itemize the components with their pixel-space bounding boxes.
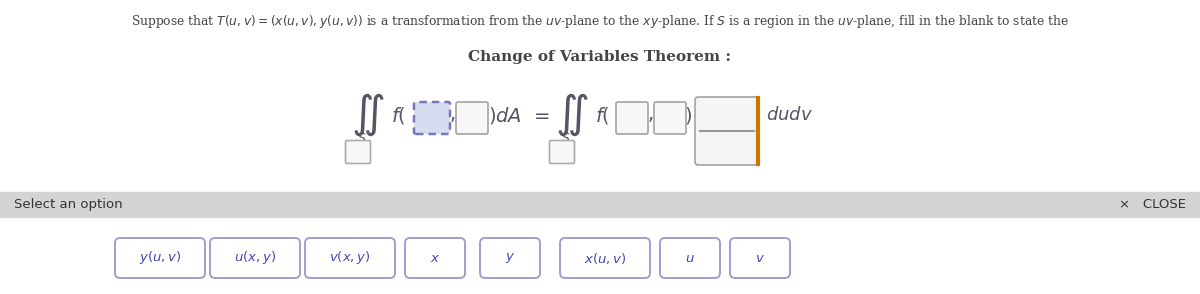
FancyBboxPatch shape <box>346 141 371 163</box>
FancyBboxPatch shape <box>695 97 760 165</box>
Text: $=$: $=$ <box>530 106 550 124</box>
FancyBboxPatch shape <box>305 238 395 278</box>
Text: $v(x, y)$: $v(x, y)$ <box>329 250 371 266</box>
FancyBboxPatch shape <box>730 238 790 278</box>
Text: $y(u, v)$: $y(u, v)$ <box>139 250 181 266</box>
Text: $f($: $f($ <box>390 104 406 126</box>
Text: $,$: $,$ <box>647 106 653 124</box>
Text: $\iint$: $\iint$ <box>556 92 589 138</box>
Text: Change of Variables Theorem :: Change of Variables Theorem : <box>468 50 732 64</box>
FancyBboxPatch shape <box>660 238 720 278</box>
FancyBboxPatch shape <box>616 102 648 134</box>
Text: $\iint$: $\iint$ <box>352 92 385 138</box>
Text: $u(x, y)$: $u(x, y)$ <box>234 250 276 266</box>
Text: $v$: $v$ <box>755 251 766 265</box>
FancyBboxPatch shape <box>550 141 575 163</box>
Text: $,$: $,$ <box>449 106 455 124</box>
Text: Suppose that $T(u, v) = (x(u,v), y(u, v))$ is a transformation from the $uv$-pla: Suppose that $T(u, v) = (x(u,v), y(u, v)… <box>131 14 1069 31</box>
FancyBboxPatch shape <box>115 238 205 278</box>
FancyBboxPatch shape <box>414 102 450 134</box>
Text: $u$: $u$ <box>685 251 695 265</box>
Text: ×   CLOSE: × CLOSE <box>1120 198 1186 211</box>
FancyBboxPatch shape <box>560 238 650 278</box>
Text: $)dA$: $)dA$ <box>488 104 522 126</box>
Text: $S$: $S$ <box>562 131 571 144</box>
FancyBboxPatch shape <box>210 238 300 278</box>
Text: $f($: $f($ <box>594 104 610 126</box>
Text: $y$: $y$ <box>505 251 515 265</box>
Text: $x$: $x$ <box>430 251 440 265</box>
FancyBboxPatch shape <box>406 238 466 278</box>
FancyBboxPatch shape <box>654 102 686 134</box>
Text: $x(u, v)$: $x(u, v)$ <box>584 250 626 265</box>
Text: Select an option: Select an option <box>14 198 122 211</box>
Text: $dudv$: $dudv$ <box>767 106 814 124</box>
FancyBboxPatch shape <box>456 102 488 134</box>
Text: $)$: $)$ <box>684 104 692 126</box>
Bar <box>0 192 1200 217</box>
Text: $S$: $S$ <box>358 131 367 144</box>
FancyBboxPatch shape <box>480 238 540 278</box>
